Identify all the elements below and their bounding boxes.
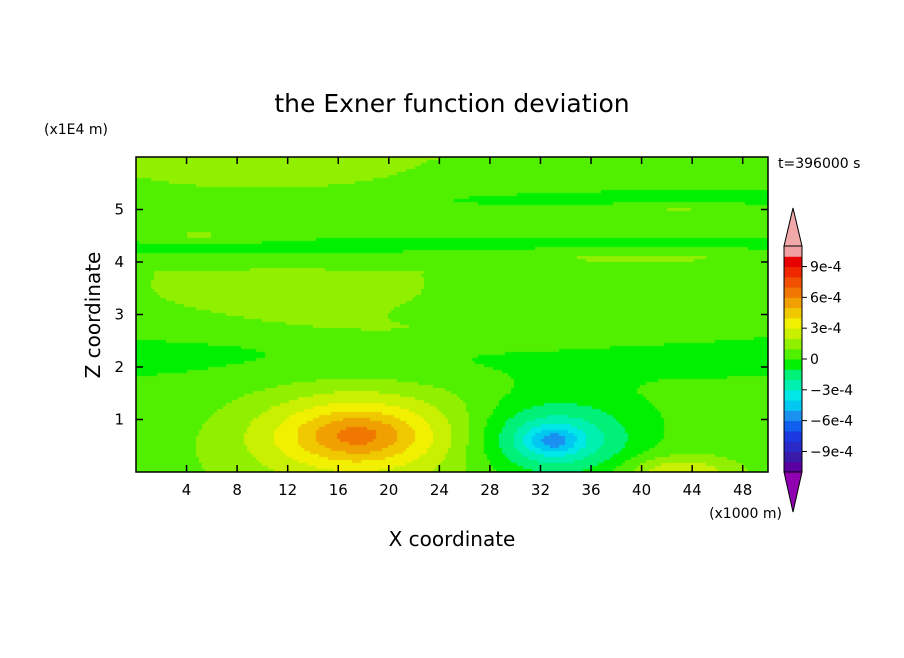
colorbar-band — [784, 420, 802, 432]
chart-title: the Exner function deviation — [274, 89, 629, 118]
colorbar-band — [784, 246, 802, 257]
colorbar-band — [784, 317, 802, 329]
y-axis-label: Z coordinate — [81, 252, 105, 379]
x-tick-label: 24 — [430, 481, 449, 499]
colorbar-tick-label: −9e-4 — [810, 444, 853, 460]
x-tick-label: 36 — [581, 481, 600, 499]
colorbar-band — [784, 348, 802, 360]
colorbar-tick-label: 9e-4 — [810, 260, 842, 276]
colorbar-tick-label: −3e-4 — [810, 383, 853, 399]
colorbar-band — [784, 276, 802, 288]
colorbar-tick-label: 6e-4 — [810, 290, 842, 306]
colorbar-band — [784, 338, 802, 350]
colorbar-band — [784, 287, 802, 298]
x-tick-label: 20 — [379, 481, 398, 499]
colorbar-tick-label: 3e-4 — [810, 321, 842, 337]
colorbar-band — [784, 461, 802, 473]
x-tick-label: 4 — [182, 481, 192, 499]
x-tick-label: 48 — [733, 481, 752, 499]
colorbar-over-arrow — [783, 207, 803, 247]
colorbar-band — [784, 256, 802, 268]
colorbar-under-arrow — [783, 471, 803, 513]
x-tick-label: 44 — [683, 481, 702, 499]
colorbar-band — [784, 379, 802, 391]
colorbar-band — [784, 359, 802, 370]
colorbar-band — [784, 328, 802, 339]
contour-fill — [136, 157, 768, 472]
colorbar-band — [784, 410, 802, 422]
y-tick-label: 3 — [114, 306, 124, 324]
x-axis-unit: (x1000 m) — [709, 506, 782, 522]
x-axis-label: X coordinate — [389, 527, 516, 551]
colorbar-tick-label: 0 — [810, 352, 819, 368]
colorbar-band — [784, 400, 802, 411]
colorbar-band — [784, 369, 802, 381]
y-axis-unit: (x1E4 m) — [44, 122, 108, 138]
colorbar-band — [784, 307, 802, 319]
x-tick-label: 16 — [329, 481, 348, 499]
x-tick-label: 40 — [632, 481, 651, 499]
x-tick-label: 12 — [278, 481, 297, 499]
y-tick-label: 2 — [114, 358, 124, 376]
colorbar-band — [784, 451, 802, 463]
x-tick-label: 28 — [480, 481, 499, 499]
colorbar-band — [784, 441, 802, 452]
y-tick-label: 5 — [114, 201, 124, 219]
colorbar-band — [784, 389, 802, 401]
colorbar-band — [784, 297, 802, 309]
x-tick-label: 32 — [531, 481, 550, 499]
y-tick-label: 1 — [114, 411, 124, 429]
colorbar-band — [784, 266, 802, 278]
contour-field — [136, 157, 768, 472]
x-tick-label: 8 — [232, 481, 242, 499]
time-label: t=396000 s — [778, 156, 860, 172]
colorbar-band — [784, 430, 802, 442]
colorbar: 9e-4 6e-4 3e-4 0 −3e-4 −6e-4 −9e-4 — [783, 207, 853, 513]
y-tick-label: 4 — [114, 253, 124, 271]
colorbar-tick-label: −6e-4 — [810, 414, 853, 430]
